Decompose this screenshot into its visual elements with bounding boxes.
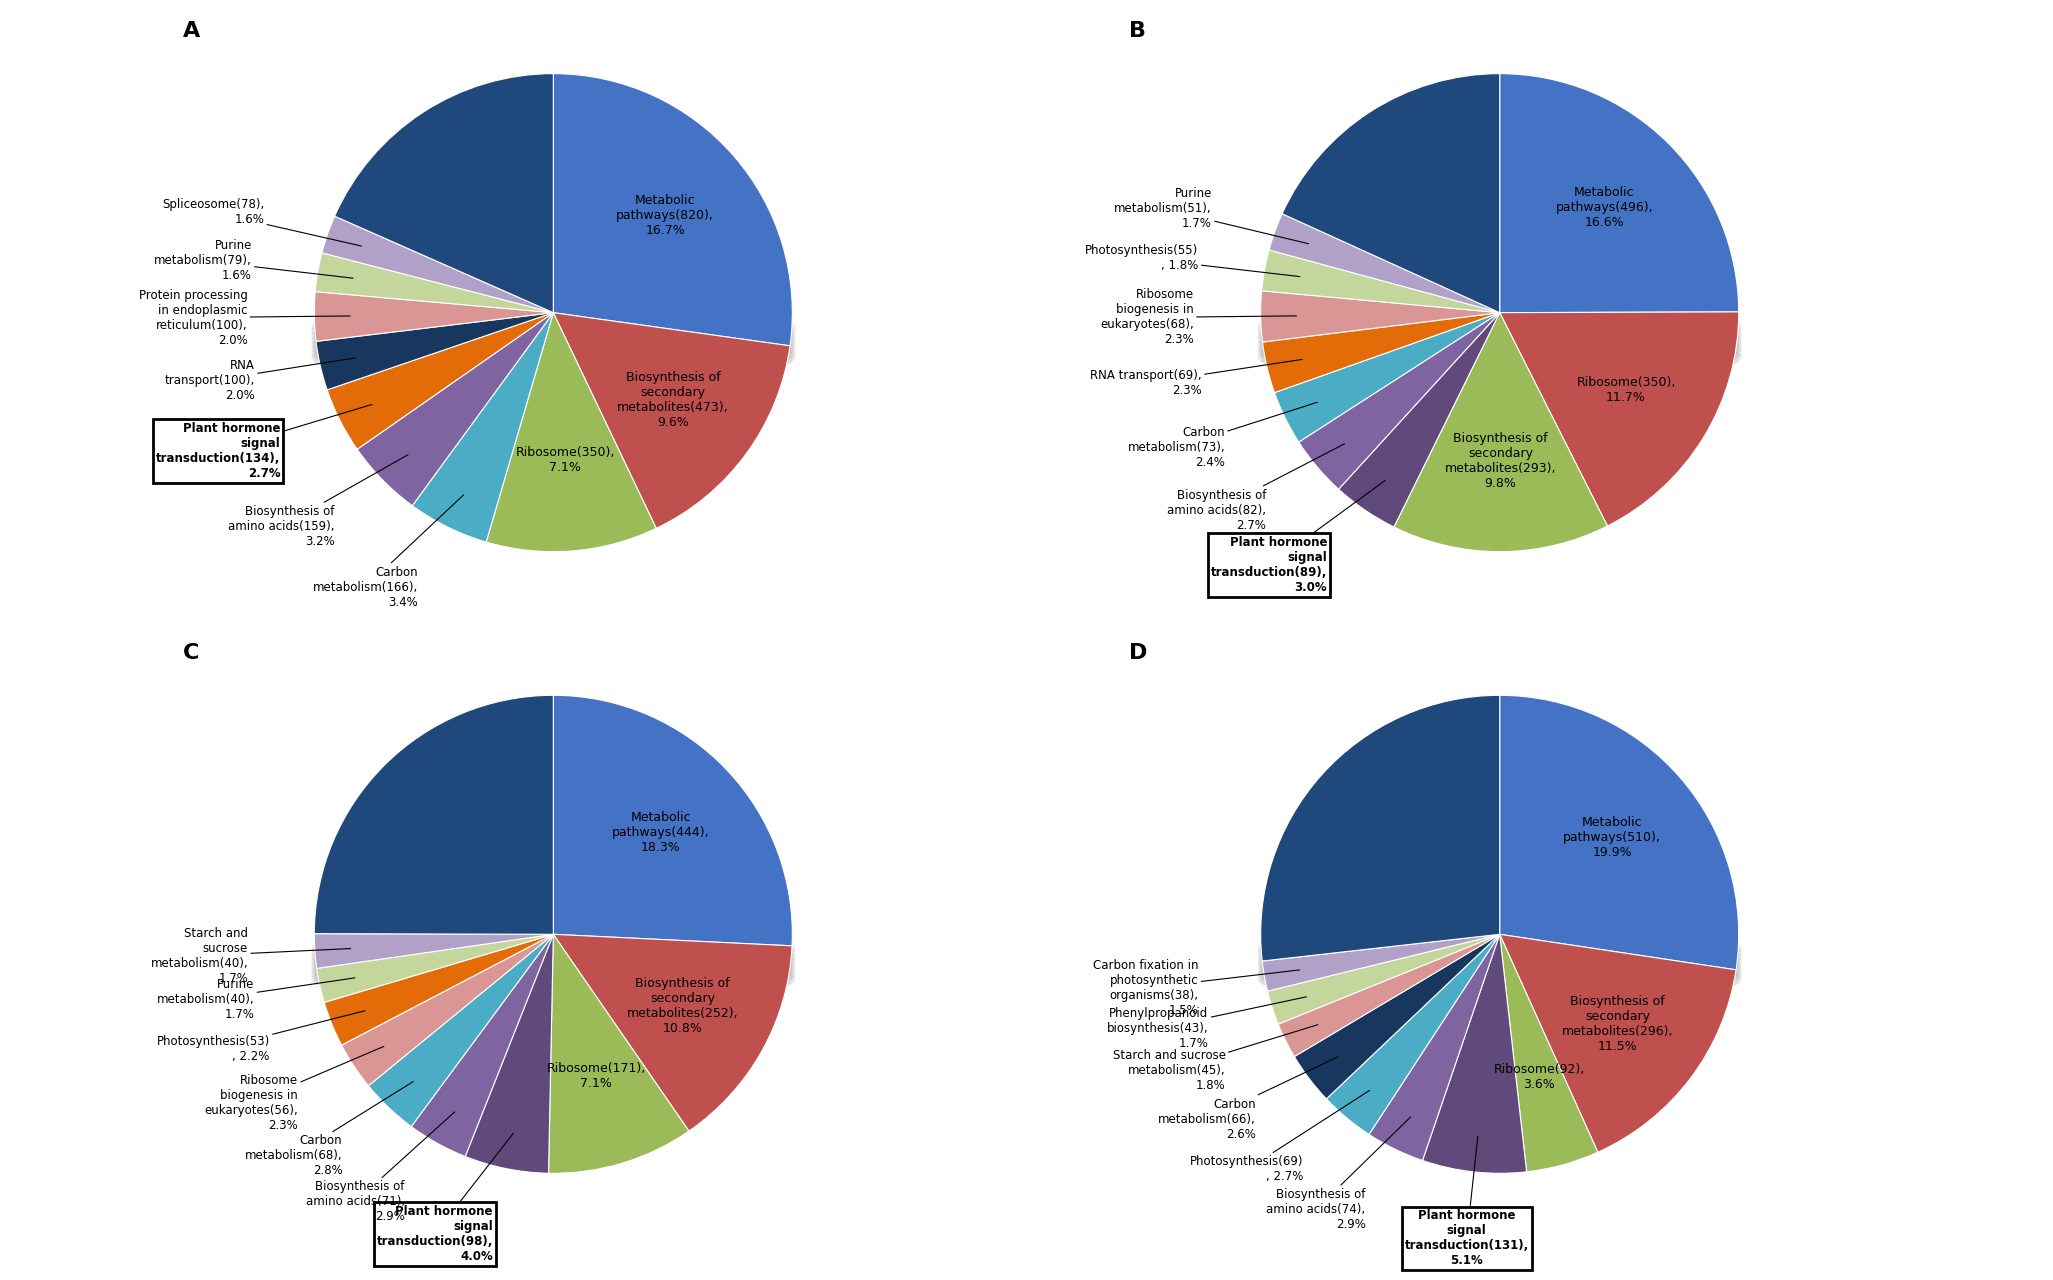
Ellipse shape (1258, 923, 1741, 975)
Ellipse shape (312, 323, 795, 375)
Ellipse shape (1261, 943, 1739, 986)
Wedge shape (314, 933, 554, 969)
Wedge shape (1261, 291, 1499, 342)
Text: Protein processing
in endoplasmic
reticulum(100),
2.0%: Protein processing in endoplasmic reticu… (138, 288, 351, 347)
Wedge shape (1263, 934, 1499, 991)
Ellipse shape (312, 940, 795, 992)
Wedge shape (1499, 312, 1739, 526)
Wedge shape (411, 934, 554, 1157)
Text: Biosynthesis of
secondary
metabolites(293),
9.8%: Biosynthesis of secondary metabolites(29… (1445, 431, 1556, 490)
Text: Spliceosome(78),
1.6%: Spliceosome(78), 1.6% (162, 198, 361, 246)
Text: Metabolic
pathways(820),
16.7%: Metabolic pathways(820), 16.7% (616, 193, 714, 237)
Ellipse shape (314, 320, 792, 362)
Text: Photosynthesis(69)
, 2.7%: Photosynthesis(69) , 2.7% (1191, 1091, 1369, 1183)
Text: Purine
metabolism(51),
1.7%: Purine metabolism(51), 1.7% (1115, 187, 1308, 243)
Ellipse shape (314, 936, 792, 978)
Ellipse shape (1261, 940, 1739, 983)
Wedge shape (316, 253, 554, 312)
Wedge shape (314, 695, 554, 934)
Wedge shape (316, 312, 554, 390)
Text: Biosynthesis of
secondary
metabolites(252),
10.8%: Biosynthesis of secondary metabolites(25… (626, 978, 739, 1036)
Wedge shape (1267, 934, 1499, 1024)
Ellipse shape (1261, 319, 1739, 361)
Ellipse shape (312, 314, 795, 366)
Ellipse shape (1258, 940, 1741, 992)
Wedge shape (1423, 934, 1527, 1174)
Text: Carbon
metabolism(66),
2.6%: Carbon metabolism(66), 2.6% (1158, 1057, 1339, 1140)
Ellipse shape (314, 937, 792, 979)
Ellipse shape (1261, 938, 1739, 982)
Ellipse shape (312, 936, 795, 988)
Text: Purine
metabolism(40),
1.7%: Purine metabolism(40), 1.7% (156, 978, 355, 1021)
Text: Ribosome
biogenesis in
eukaryotes(56),
2.3%: Ribosome biogenesis in eukaryotes(56), 2… (205, 1046, 384, 1132)
Ellipse shape (1258, 323, 1741, 375)
Wedge shape (1499, 695, 1739, 970)
Ellipse shape (312, 317, 795, 370)
Ellipse shape (314, 933, 792, 977)
Wedge shape (1499, 74, 1739, 312)
Wedge shape (357, 312, 554, 506)
Ellipse shape (314, 315, 792, 358)
Wedge shape (554, 934, 792, 1132)
Ellipse shape (1258, 931, 1741, 983)
Ellipse shape (314, 316, 792, 360)
Ellipse shape (1261, 321, 1739, 365)
Wedge shape (1283, 74, 1499, 312)
Text: Plant hormone
signal
transduction(134),
2.7%: Plant hormone signal transduction(134), … (156, 404, 372, 480)
Ellipse shape (1258, 301, 1741, 353)
Ellipse shape (1261, 937, 1739, 979)
Text: RNA transport(69),
2.3%: RNA transport(69), 2.3% (1090, 360, 1302, 397)
Wedge shape (1339, 312, 1499, 527)
Ellipse shape (1261, 314, 1739, 356)
Ellipse shape (1261, 316, 1739, 360)
Ellipse shape (312, 943, 795, 996)
Ellipse shape (314, 938, 792, 982)
Text: Biosynthesis of
amino acids(159),
3.2%: Biosynthesis of amino acids(159), 3.2% (228, 454, 409, 548)
Text: Phenylpropanoid
biosynthesis(43),
1.7%: Phenylpropanoid biosynthesis(43), 1.7% (1107, 997, 1306, 1050)
Wedge shape (324, 934, 554, 1046)
Ellipse shape (312, 931, 795, 983)
Wedge shape (1263, 312, 1499, 393)
Wedge shape (314, 292, 554, 342)
Wedge shape (341, 934, 554, 1085)
Text: RNA
transport(100),
2.0%: RNA transport(100), 2.0% (164, 358, 355, 402)
Text: Ribosome(171),
7.1%: Ribosome(171), 7.1% (546, 1062, 645, 1091)
Text: Carbon
metabolism(68),
2.8%: Carbon metabolism(68), 2.8% (244, 1082, 413, 1178)
Wedge shape (1499, 934, 1597, 1171)
Text: Carbon
metabolism(166),
3.4%: Carbon metabolism(166), 3.4% (312, 495, 464, 608)
Text: Biosynthesis of
amino acids(71),
2.9%: Biosynthesis of amino acids(71), 2.9% (306, 1112, 454, 1224)
Ellipse shape (312, 330, 795, 384)
Ellipse shape (312, 326, 795, 379)
Text: Ribosome
biogenesis in
eukaryotes(68),
2.3%: Ribosome biogenesis in eukaryotes(68), 2… (1100, 288, 1297, 347)
Text: Photosynthesis(55)
, 1.8%: Photosynthesis(55) , 1.8% (1086, 244, 1300, 276)
Wedge shape (554, 74, 792, 346)
Wedge shape (1279, 934, 1499, 1056)
Ellipse shape (1261, 312, 1739, 355)
Wedge shape (1499, 934, 1737, 1152)
Ellipse shape (1261, 320, 1739, 362)
Text: Starch and
sucrose
metabolism(40),
1.7%: Starch and sucrose metabolism(40), 1.7% (150, 927, 351, 984)
Wedge shape (1394, 312, 1607, 552)
Ellipse shape (314, 319, 792, 361)
Ellipse shape (1258, 317, 1741, 370)
Text: B: B (1129, 20, 1146, 41)
Ellipse shape (1258, 305, 1741, 357)
Wedge shape (413, 312, 554, 541)
Ellipse shape (314, 312, 792, 355)
Wedge shape (1369, 934, 1499, 1161)
Wedge shape (554, 312, 790, 529)
Text: A: A (183, 20, 199, 41)
Ellipse shape (1258, 326, 1741, 379)
Ellipse shape (312, 305, 795, 357)
Ellipse shape (1258, 948, 1741, 1001)
Text: Biosynthesis of
amino acids(82),
2.7%: Biosynthesis of amino acids(82), 2.7% (1166, 444, 1345, 531)
Ellipse shape (314, 943, 792, 986)
Text: Metabolic
pathways(510),
19.9%: Metabolic pathways(510), 19.9% (1562, 817, 1661, 859)
Ellipse shape (312, 301, 795, 353)
Wedge shape (335, 74, 554, 312)
Text: Biosynthesis of
secondary
metabolites(473),
9.6%: Biosynthesis of secondary metabolites(47… (618, 371, 729, 429)
Text: Carbon
metabolism(73),
2.4%: Carbon metabolism(73), 2.4% (1127, 402, 1318, 468)
Wedge shape (548, 934, 690, 1174)
Text: Ribosome(350),
7.1%: Ribosome(350), 7.1% (515, 447, 616, 475)
Ellipse shape (1258, 952, 1741, 1005)
